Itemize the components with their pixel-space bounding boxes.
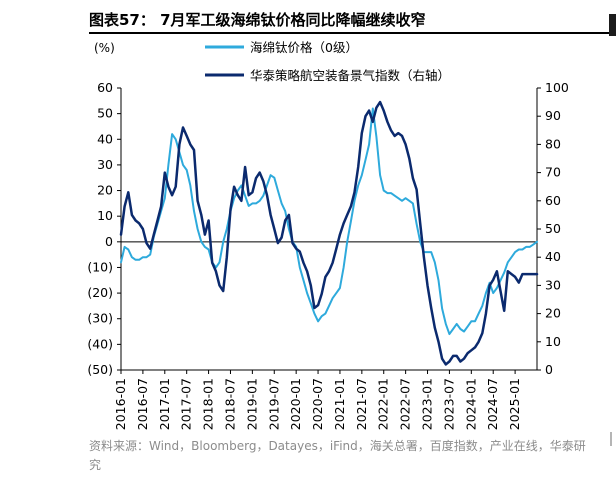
left-axis-unit-label: (%) xyxy=(94,41,115,55)
x-axis-tick-label: 2021-07 xyxy=(354,378,369,430)
right-axis-tick-label: 0 xyxy=(545,362,553,377)
legend-label-aviation-index: 华泰策略航空装备景气指数（右轴） xyxy=(250,68,450,83)
left-axis-tick-label: 20 xyxy=(97,183,113,198)
x-axis-tick-label: 2016-07 xyxy=(135,378,150,430)
right-axis-tick-label: 90 xyxy=(545,108,561,123)
left-axis-tick-label: 60 xyxy=(97,80,113,95)
chart-title: 图表57： 7月军工级海绵钛价格同比降幅继续收窄 xyxy=(89,11,426,29)
x-axis-tick-label: 2018-01 xyxy=(201,378,216,430)
adjacent-panel-edge xyxy=(609,14,616,36)
left-axis-tick-label: (20) xyxy=(87,285,113,300)
series-line-titanium-price xyxy=(120,107,538,336)
x-axis-tick-label: 2019-07 xyxy=(266,378,281,430)
right-axis-tick-label: 50 xyxy=(545,221,561,236)
left-axis-tick-label: (10) xyxy=(87,259,113,274)
series-layer xyxy=(119,100,539,366)
title-bar: 图表57： 7月军工级海绵钛价格同比降幅继续收窄 xyxy=(89,6,609,34)
left-axis-tick-label: 10 xyxy=(97,208,113,223)
right-axis-tick-label: 60 xyxy=(545,193,561,208)
right-axis-tick-label: 40 xyxy=(545,249,561,264)
left-axis-tick-label: (40) xyxy=(87,336,113,351)
left-axis-tick-label: 50 xyxy=(97,106,113,121)
x-axis-tick-label: 2023-07 xyxy=(441,378,456,430)
line-chart: 6050403020100(10)(20)(30)(40)(50)1009080… xyxy=(87,40,569,430)
source-note: 资料来源：Wind，Bloomberg，Datayes，iFind，海关总署，百… xyxy=(89,439,586,472)
series-line-aviation-index xyxy=(119,100,539,366)
left-axis-tick-label: 30 xyxy=(97,157,113,172)
x-axis-tick-label: 2016-01 xyxy=(113,378,128,430)
x-axis-tick-label: 2018-07 xyxy=(222,378,237,430)
x-axis-tick-label: 2017-01 xyxy=(157,378,172,430)
left-axis-tick-label: 40 xyxy=(97,131,113,146)
right-axis-tick-label: 30 xyxy=(545,277,561,292)
x-axis-tick-label: 2025-01 xyxy=(507,378,522,430)
x-axis-tick-label: 2024-01 xyxy=(463,378,478,430)
x-axis-tick-label: 2024-07 xyxy=(485,378,500,430)
x-axis-tick-label: 2023-01 xyxy=(420,378,435,430)
x-axis-tick-label: 2019-01 xyxy=(244,378,259,430)
x-axis-tick-label: 2021-01 xyxy=(332,378,347,430)
left-axis-tick-label: 0 xyxy=(105,234,113,249)
x-axis-tick-label: 2022-01 xyxy=(376,378,391,430)
x-axis-tick-label: 2020-07 xyxy=(310,378,325,430)
right-axis-tick-label: 10 xyxy=(545,334,561,349)
axes-layer: 6050403020100(10)(20)(30)(40)(50)1009080… xyxy=(87,80,569,430)
x-axis-tick-label: 2017-07 xyxy=(179,378,194,430)
x-axis-tick-label: 2020-01 xyxy=(288,378,303,430)
legend: 海绵钛价格（0级） 华泰策略航空装备景气指数（右轴） xyxy=(205,40,450,83)
right-axis-tick-label: 100 xyxy=(545,80,569,95)
right-axis-tick-label: 80 xyxy=(545,136,561,151)
x-axis-tick-label: 2022-07 xyxy=(398,378,413,430)
right-axis-tick-label: 20 xyxy=(545,306,561,321)
legend-label-titanium-price: 海绵钛价格（0级） xyxy=(250,40,358,55)
adjacent-panel-divider xyxy=(610,432,616,446)
left-axis-tick-label: (30) xyxy=(87,311,113,326)
right-axis-tick-label: 70 xyxy=(545,165,561,180)
left-axis-tick-label: (50) xyxy=(87,362,113,377)
